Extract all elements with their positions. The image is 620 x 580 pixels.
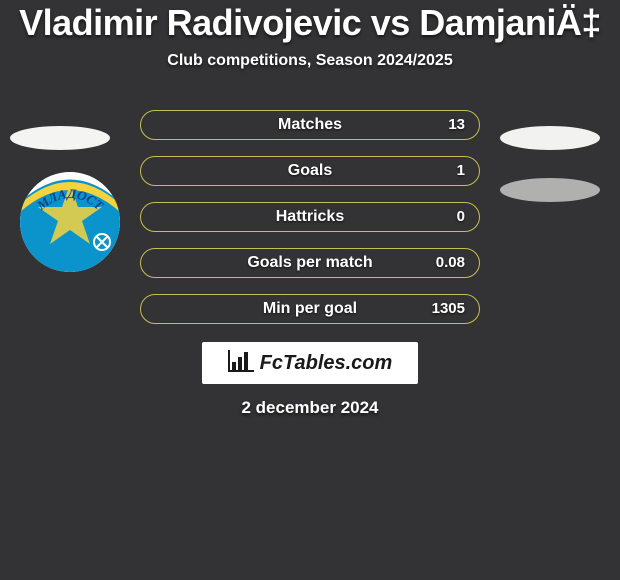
stats-container: Matches 13 Goals 1 Hattricks 0 Goals per… xyxy=(140,110,480,324)
stat-value: 13 xyxy=(448,111,465,141)
date: 2 december 2024 xyxy=(0,398,620,418)
stat-label: Goals xyxy=(141,157,479,187)
right-club-placeholder xyxy=(500,178,600,202)
subtitle: Club competitions, Season 2024/2025 xyxy=(0,52,620,70)
left-player-placeholder xyxy=(10,126,110,150)
left-club-badge: МЛАДОСТ xyxy=(20,172,120,272)
stat-label: Goals per match xyxy=(141,249,479,279)
stat-row-matches: Matches 13 xyxy=(140,110,480,140)
stat-value: 0.08 xyxy=(436,249,465,279)
fctables-logo: FcTables.com xyxy=(202,342,418,384)
stat-row-hattricks: Hattricks 0 xyxy=(140,202,480,232)
page-title: Vladimir Radivojevic vs DamjaniÄ‡ xyxy=(0,2,620,44)
stat-label: Matches xyxy=(141,111,479,141)
stat-row-min-per-goal: Min per goal 1305 xyxy=(140,294,480,324)
stat-value: 1 xyxy=(457,157,465,187)
stat-value: 0 xyxy=(457,203,465,233)
stat-row-goals: Goals 1 xyxy=(140,156,480,186)
bar-chart-icon xyxy=(228,350,254,377)
stat-label: Min per goal xyxy=(141,295,479,325)
stat-value: 1305 xyxy=(432,295,465,325)
right-player-placeholder xyxy=(500,126,600,150)
stat-label: Hattricks xyxy=(141,203,479,233)
fctables-text: FcTables.com xyxy=(260,352,393,375)
stat-row-goals-per-match: Goals per match 0.08 xyxy=(140,248,480,278)
club-badge-svg: МЛАДОСТ xyxy=(20,172,120,272)
